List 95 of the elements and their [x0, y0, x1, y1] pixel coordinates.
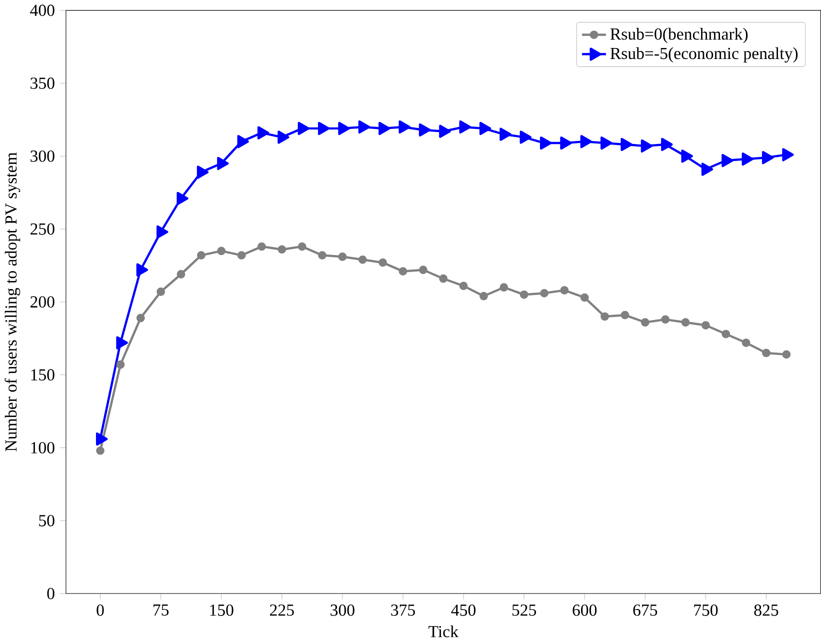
x-tick-label: 375 — [391, 604, 415, 616]
point — [439, 124, 451, 138]
point — [136, 263, 148, 276]
point — [620, 138, 632, 152]
y-tick-label: 100 — [31, 442, 54, 454]
y-tick-label: 400 — [30, 4, 54, 16]
point — [176, 192, 188, 206]
point — [237, 134, 249, 148]
point — [742, 338, 750, 347]
point — [378, 122, 390, 136]
x-tick-label: 75 — [153, 604, 169, 616]
point — [156, 225, 168, 239]
point — [640, 318, 650, 327]
y-tick-label: 0 — [47, 588, 54, 600]
point — [701, 321, 710, 330]
point — [298, 242, 306, 251]
y-axis-title: Number of users willing to adopt PV system — [4, 152, 20, 452]
point — [196, 251, 206, 260]
point — [176, 270, 186, 278]
point — [116, 360, 125, 369]
point — [560, 286, 569, 294]
x-tick-label: 300 — [330, 604, 354, 616]
point — [338, 252, 347, 261]
x-tick-label: 450 — [451, 604, 476, 616]
x-tick-label: 750 — [694, 604, 718, 616]
point — [116, 336, 128, 350]
point — [278, 245, 286, 254]
point — [418, 123, 431, 136]
x-tick-label: 0 — [96, 604, 104, 616]
x-tick-label: 825 — [754, 604, 778, 616]
point — [217, 246, 226, 256]
point — [418, 266, 428, 274]
point — [479, 122, 492, 136]
point — [600, 312, 609, 321]
point — [156, 288, 166, 296]
point — [540, 288, 548, 298]
point — [600, 136, 612, 150]
point — [661, 315, 670, 324]
point — [681, 318, 690, 327]
point — [318, 251, 326, 260]
point — [257, 126, 270, 140]
point — [358, 255, 367, 264]
point — [722, 154, 734, 168]
y-tick-label: 50 — [39, 514, 54, 526]
legend-label: Rsub=-5(economic penalty) — [610, 47, 798, 63]
point — [96, 432, 108, 446]
point — [479, 292, 488, 300]
point — [136, 314, 145, 322]
x-tick-label: 150 — [210, 604, 234, 616]
point — [722, 330, 730, 338]
x-tick-label: 600 — [572, 604, 597, 616]
point — [520, 290, 528, 299]
y-tick-label: 250 — [30, 223, 54, 235]
point — [500, 128, 512, 141]
point — [459, 282, 468, 290]
point — [762, 151, 774, 164]
point — [580, 293, 589, 302]
y-tick-label: 300 — [30, 150, 54, 162]
point — [620, 310, 630, 320]
x-tick-label: 675 — [633, 604, 658, 616]
point — [500, 283, 508, 292]
point — [398, 267, 408, 276]
x-tick-label: 225 — [270, 604, 294, 616]
point — [782, 148, 794, 162]
y-tick-label: 150 — [31, 369, 54, 381]
point — [742, 152, 754, 166]
point — [258, 242, 266, 251]
point — [459, 120, 471, 134]
point — [217, 156, 229, 170]
legend-label: Rsub=0(benchmark) — [610, 28, 748, 44]
point — [318, 122, 330, 136]
point — [762, 348, 770, 358]
point — [278, 130, 290, 144]
point — [782, 350, 791, 359]
point — [520, 130, 532, 144]
point — [540, 136, 552, 150]
point — [439, 274, 448, 283]
point — [681, 150, 693, 163]
point — [96, 446, 104, 455]
y-tick-label: 200 — [30, 296, 54, 308]
point — [237, 251, 246, 260]
point — [661, 138, 673, 152]
point — [196, 166, 209, 179]
point — [560, 136, 572, 150]
x-tick-label: 525 — [512, 604, 536, 616]
point — [338, 122, 350, 136]
point — [398, 120, 410, 134]
point — [378, 258, 388, 267]
point — [358, 120, 370, 134]
point — [640, 139, 653, 153]
x-axis-title: Tick — [428, 625, 458, 638]
point — [298, 122, 310, 136]
point — [701, 162, 714, 176]
y-tick-label: 350 — [30, 78, 54, 89]
point — [580, 134, 592, 148]
